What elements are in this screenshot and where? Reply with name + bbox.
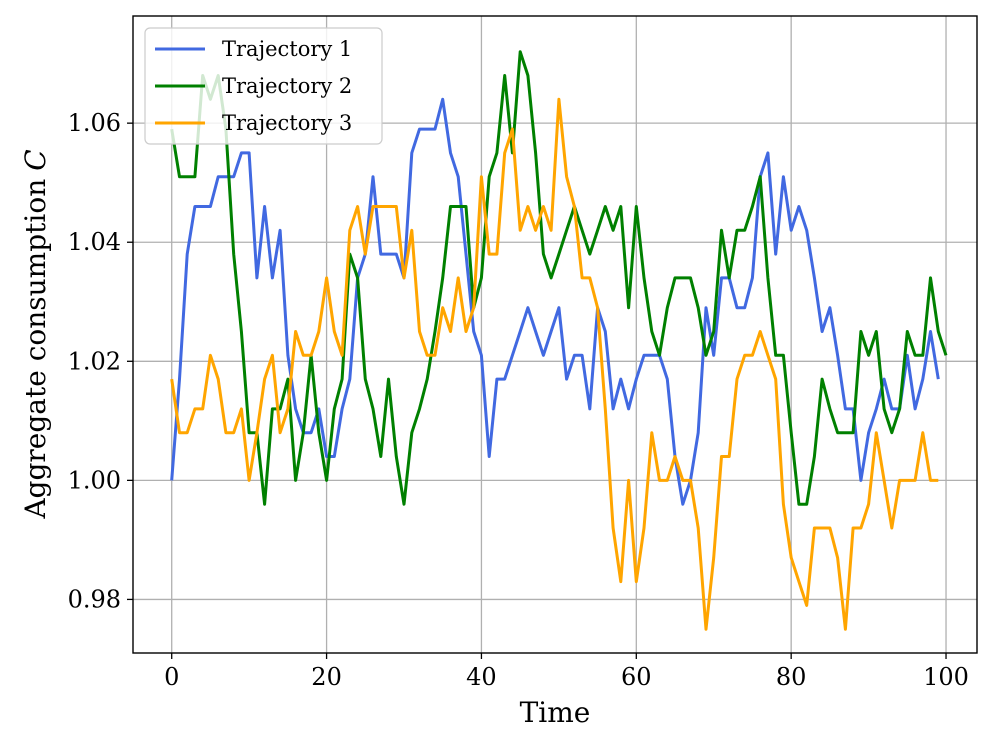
y-axis-label-text: Aggregate consumption xyxy=(19,179,52,520)
x-axis-label: Time xyxy=(520,696,591,729)
legend-label-2: Trajectory 2 xyxy=(222,74,352,98)
series-line-3 xyxy=(170,97,939,631)
legend-label-1: Trajectory 1 xyxy=(222,37,352,61)
legend-label-3: Trajectory 3 xyxy=(222,111,352,135)
plot-frame xyxy=(132,15,978,654)
x-tick-label: 40 xyxy=(466,663,497,691)
y-axis-label: Aggregate consumption C xyxy=(19,149,52,519)
y-axis-label-symbol: C xyxy=(19,149,52,170)
y-tick-label: 1.02 xyxy=(68,347,121,375)
ticks: 0 20 40 60 80 100 0.98 1.00 1.02 1.04 1.06 xyxy=(68,109,969,691)
y-tick-label: 1.06 xyxy=(68,109,121,137)
x-tick-label: 100 xyxy=(923,663,969,691)
y-tick-label: 1.04 xyxy=(68,228,121,256)
x-tick-label: 0 xyxy=(164,663,179,691)
series-lines xyxy=(170,50,948,631)
series-line-1 xyxy=(170,97,940,506)
series-line-2 xyxy=(170,50,948,506)
x-tick-label: 60 xyxy=(621,663,652,691)
y-tick-label: 1.00 xyxy=(68,466,121,494)
legend: Trajectory 1 Trajectory 2 Trajectory 3 xyxy=(144,27,383,145)
x-tick-label: 20 xyxy=(311,663,342,691)
y-tick-label: 0.98 xyxy=(68,585,121,613)
legend-box xyxy=(144,27,383,145)
x-tick-label: 80 xyxy=(776,663,807,691)
